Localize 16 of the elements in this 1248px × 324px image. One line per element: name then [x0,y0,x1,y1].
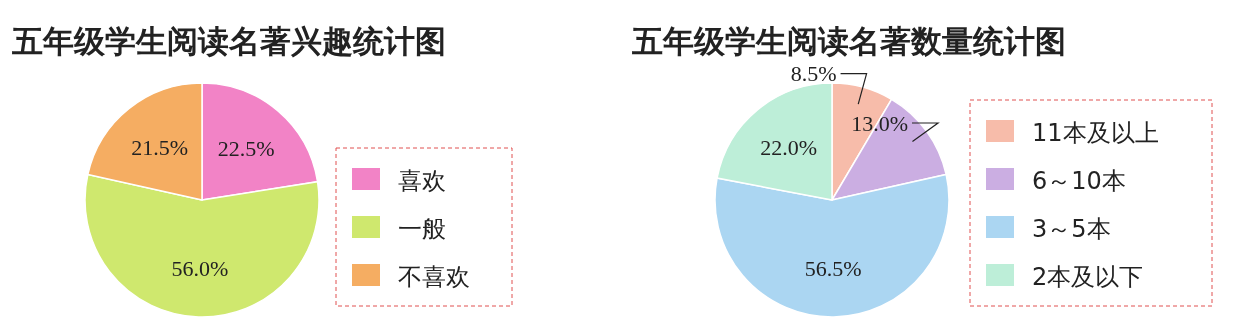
data-label: 13.0% [851,110,909,136]
data-label: 21.5% [131,134,188,160]
legend-label: 6～10本 [1032,167,1126,195]
data-label: 22.5% [217,136,275,162]
legend-label: 2本及以下 [1032,263,1144,291]
legend-label: 11本及以上 [1032,119,1159,147]
legend-label: 一般 [398,215,446,243]
data-label: 8.5% [790,61,837,87]
chart-title: 五年级学生阅读名著兴趣统计图 [11,23,446,59]
data-label: 56.5% [804,255,862,281]
legend-label: 不喜欢 [398,263,470,291]
chart-title: 五年级学生阅读名著数量统计图 [631,23,1066,59]
legend-label: 喜欢 [398,167,446,195]
data-label: 22.0% [760,135,818,161]
data-label: 56.0% [171,255,229,281]
legend-label: 3～5本 [1032,215,1111,243]
